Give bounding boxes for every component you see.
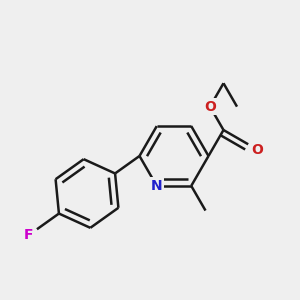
Text: O: O xyxy=(204,100,216,114)
Text: N: N xyxy=(151,179,163,193)
Text: F: F xyxy=(24,228,33,242)
Text: O: O xyxy=(251,142,263,157)
